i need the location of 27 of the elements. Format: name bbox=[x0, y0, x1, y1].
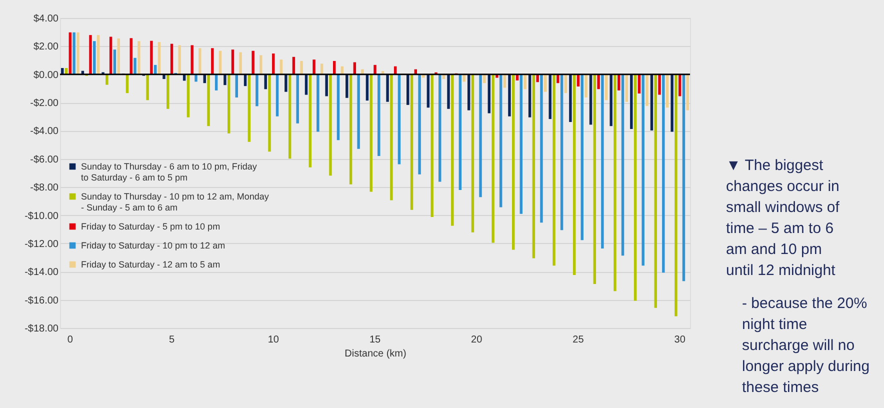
y-tick-label: -$6.00 bbox=[30, 154, 59, 166]
text: - because the 20% night time surcharge will no longer apply during these times bbox=[742, 295, 870, 396]
y-tick-label: -$16.00 bbox=[24, 295, 59, 306]
legend-label: Friday to Saturday - 10 pm to 12 am bbox=[81, 240, 226, 250]
y-tick-label: $0.00 bbox=[33, 70, 59, 81]
text: ▼ The biggest changes occur in small windows of time – 5 am to 6 am and 10 pm until 12 midnight bbox=[726, 157, 840, 279]
y-tick-label: -$8.00 bbox=[30, 182, 59, 194]
x-tick-label: 20 bbox=[471, 334, 483, 346]
y-tick-label: -$4.00 bbox=[30, 126, 59, 138]
legend-label: Sunday to Thursday - 10 pm to 12 am, Monday - Sunday - 5 am to 6 am bbox=[81, 192, 270, 212]
y-tick-label: -$12.00 bbox=[24, 238, 59, 250]
legend-label: Sunday to Thursday - 6 am to 10 pm, Friday to Saturday - 6 am to 5 pm bbox=[81, 162, 258, 182]
y-tick-label: $2.00 bbox=[33, 42, 59, 53]
x-tick-label: 30 bbox=[674, 334, 686, 346]
x-tick-label: 0 bbox=[67, 334, 74, 346]
y-tick-label: -$2.00 bbox=[30, 98, 59, 110]
x-tick-label: 5 bbox=[168, 334, 175, 346]
y-tick-label: -$10.00 bbox=[24, 210, 59, 222]
legend-label: Friday to Saturday - 12 am to 5 am bbox=[81, 260, 220, 270]
x-axis-title: Distance (km) bbox=[344, 348, 406, 360]
x-tick-label: 25 bbox=[572, 334, 584, 346]
x-tick-label: 10 bbox=[268, 334, 280, 346]
x-tick-label: 15 bbox=[369, 334, 381, 346]
y-tick-label: -$18.00 bbox=[24, 324, 59, 334]
y-tick-label: $4.00 bbox=[33, 14, 59, 24]
y-tick-label: -$14.00 bbox=[24, 267, 59, 278]
legend-label: Friday to Saturday - 5 pm to 10 pm bbox=[81, 222, 220, 232]
